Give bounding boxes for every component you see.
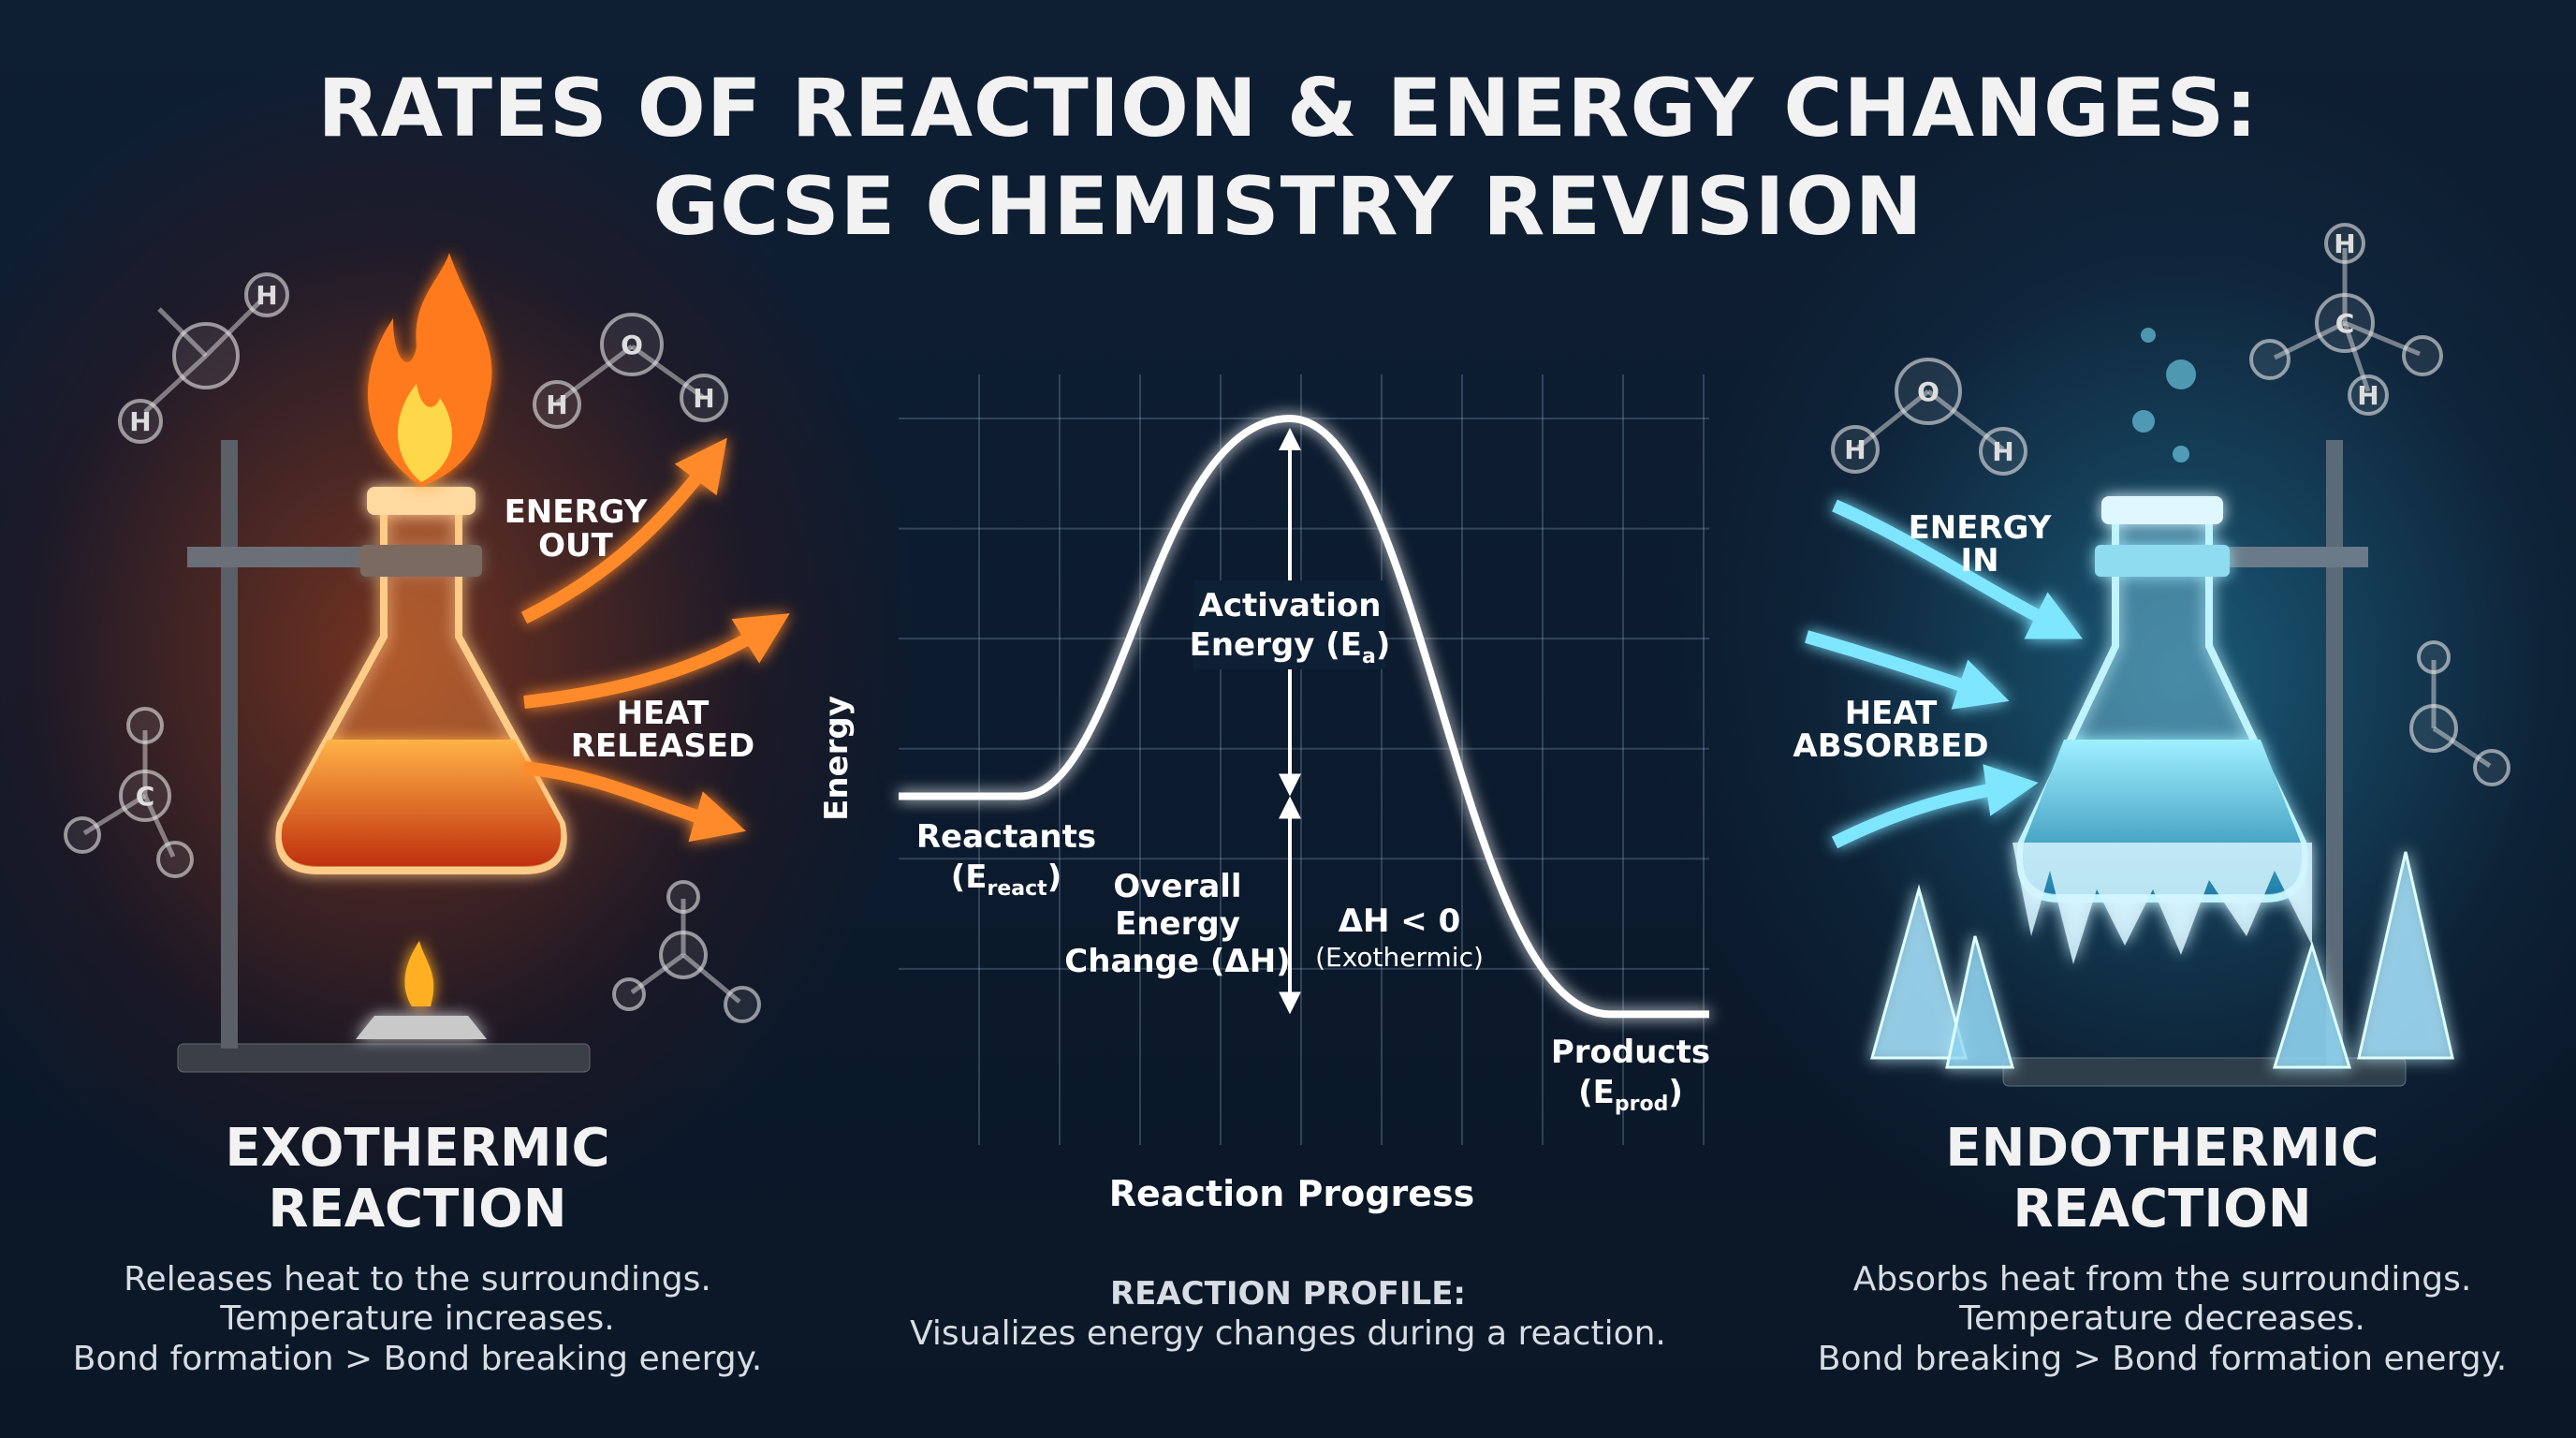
atom-h: H — [129, 406, 151, 437]
endothermic-illustration: O H H C H H — [1793, 223, 2510, 1087]
endothermic-description: Temperature decreases. — [1958, 1299, 2365, 1338]
endothermic-description: Bond breaking > Bond formation energy. — [1818, 1340, 2507, 1378]
atom-h: H — [546, 389, 567, 420]
exothermic-title: EXOTHERMIC — [225, 1118, 609, 1179]
heat-absorbed-label: ABSORBED — [1793, 727, 1988, 765]
activation-energy-label: Activation — [1199, 587, 1382, 624]
atom-h: H — [2334, 228, 2355, 259]
molecule-icon: H H — [118, 272, 289, 444]
delta-h-label: ΔH < 0 — [1339, 902, 1461, 940]
chart-grid — [899, 374, 1709, 1145]
water-molecule-icon: O H H — [533, 313, 728, 429]
endothermic-title: ENDOTHERMIC — [1945, 1118, 2378, 1179]
overall-energy-change-label: Energy — [1115, 905, 1240, 943]
flame-icon — [367, 253, 492, 487]
methane-molecule-icon: C H H — [2249, 223, 2443, 416]
energy-out-label: OUT — [538, 527, 614, 565]
overall-energy-change-label: Change (ΔH) — [1064, 943, 1290, 980]
energy-profile-curve — [899, 414, 1709, 1019]
title-line-2: GCSE CHEMISTRY REVISION — [652, 160, 1923, 254]
exothermic-illustration: H H O H H C — [64, 253, 790, 1073]
atom-c: C — [136, 781, 155, 812]
endothermic-description: Absorbs heat from the surroundings. — [1853, 1260, 2472, 1299]
atom-c: C — [2335, 308, 2355, 339]
exothermic-tag: (Exothermic) — [1315, 942, 1484, 973]
overall-energy-change-label: Overall — [1113, 868, 1241, 905]
atom-o: O — [621, 330, 643, 360]
heat-in-arrows — [1805, 499, 2084, 849]
exothermic-description: Bond formation > Bond breaking energy. — [73, 1340, 762, 1378]
heat-out-arrows — [520, 437, 790, 843]
frozen-flask-icon — [2012, 496, 2312, 964]
ice-crystal-icon — [1870, 851, 2454, 1069]
profile-heading: REACTION PROFILE: — [1110, 1275, 1466, 1313]
heat-absorbed-label: HEAT — [1845, 695, 1938, 732]
methane-molecule-icon: C — [64, 707, 194, 878]
atom-h: H — [256, 280, 277, 311]
energy-out-label: ENERGY — [505, 493, 648, 531]
reactants-label: Reactants — [916, 818, 1096, 856]
atom-h: H — [1844, 434, 1866, 465]
title-line-1: RATES OF REACTION & ENERGY CHANGES: — [317, 62, 2258, 155]
water-molecule-icon: O H H — [1831, 358, 2027, 476]
conical-flask-icon — [275, 487, 567, 874]
label-backdrop — [1193, 580, 1385, 669]
products-energy-label: (Eprod) — [1578, 1074, 1683, 1116]
heat-released-label: RELEASED — [571, 727, 755, 765]
reactants-energy-label: (Ereact) — [951, 858, 1062, 901]
molecule-icon — [612, 880, 761, 1023]
bunsen-burner-icon — [356, 941, 487, 1039]
atom-h: H — [693, 383, 714, 414]
reaction-profile-chart: Energy Reaction Progress Reactants (Erea… — [818, 355, 1747, 1214]
molecule-icon — [2409, 640, 2510, 786]
energy-in-label: IN — [1960, 542, 1998, 580]
exothermic-title: REACTION — [268, 1179, 566, 1240]
atom-h: H — [1992, 436, 2013, 467]
atom-h: H — [2357, 380, 2378, 411]
products-label: Products — [1551, 1034, 1710, 1071]
atom-o: O — [1917, 376, 1939, 407]
profile-caption: Visualizes energy changes during a react… — [910, 1314, 1666, 1353]
endothermic-title: REACTION — [2012, 1179, 2311, 1240]
y-axis-label: Energy — [818, 696, 856, 821]
heat-released-label: HEAT — [617, 695, 710, 732]
exothermic-description: Releases heat to the surroundings. — [124, 1260, 711, 1299]
activation-energy-label: Energy (Ea) — [1190, 626, 1391, 668]
energy-in-label: ENERGY — [1909, 509, 2052, 547]
exothermic-description: Temperature increases. — [219, 1299, 614, 1338]
bubbles — [2132, 328, 2196, 462]
x-axis-label: Reaction Progress — [1109, 1173, 1474, 1214]
